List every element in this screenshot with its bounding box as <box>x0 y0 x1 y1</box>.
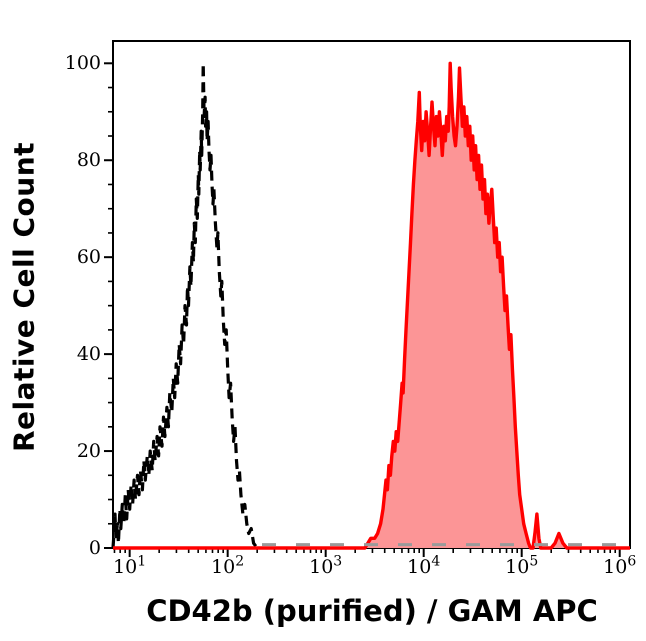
y-tick-label: 100 <box>64 52 101 75</box>
x-tick-label: 102 <box>211 553 245 578</box>
y-tick-label: 80 <box>76 149 101 172</box>
plot-frame <box>112 40 631 549</box>
x-tick-label: 105 <box>505 553 539 578</box>
y-tick-label: 0 <box>88 537 101 559</box>
x-tick-label: 103 <box>309 553 343 578</box>
control-histogram-dashed <box>111 61 259 549</box>
stained-histogram-red <box>113 61 630 550</box>
x-axis-title: CD42b (purified) / GAM APC <box>146 594 598 628</box>
y-tick-label: 40 <box>76 343 101 366</box>
y-tick-label: 20 <box>76 440 101 463</box>
x-tick-label: 101 <box>113 553 147 578</box>
x-tick-label: 104 <box>407 553 441 578</box>
y-axis-title: Relative Cell Count <box>7 141 41 453</box>
y-tick-label: 60 <box>76 246 101 269</box>
x-tick-label: 106 <box>603 553 637 578</box>
